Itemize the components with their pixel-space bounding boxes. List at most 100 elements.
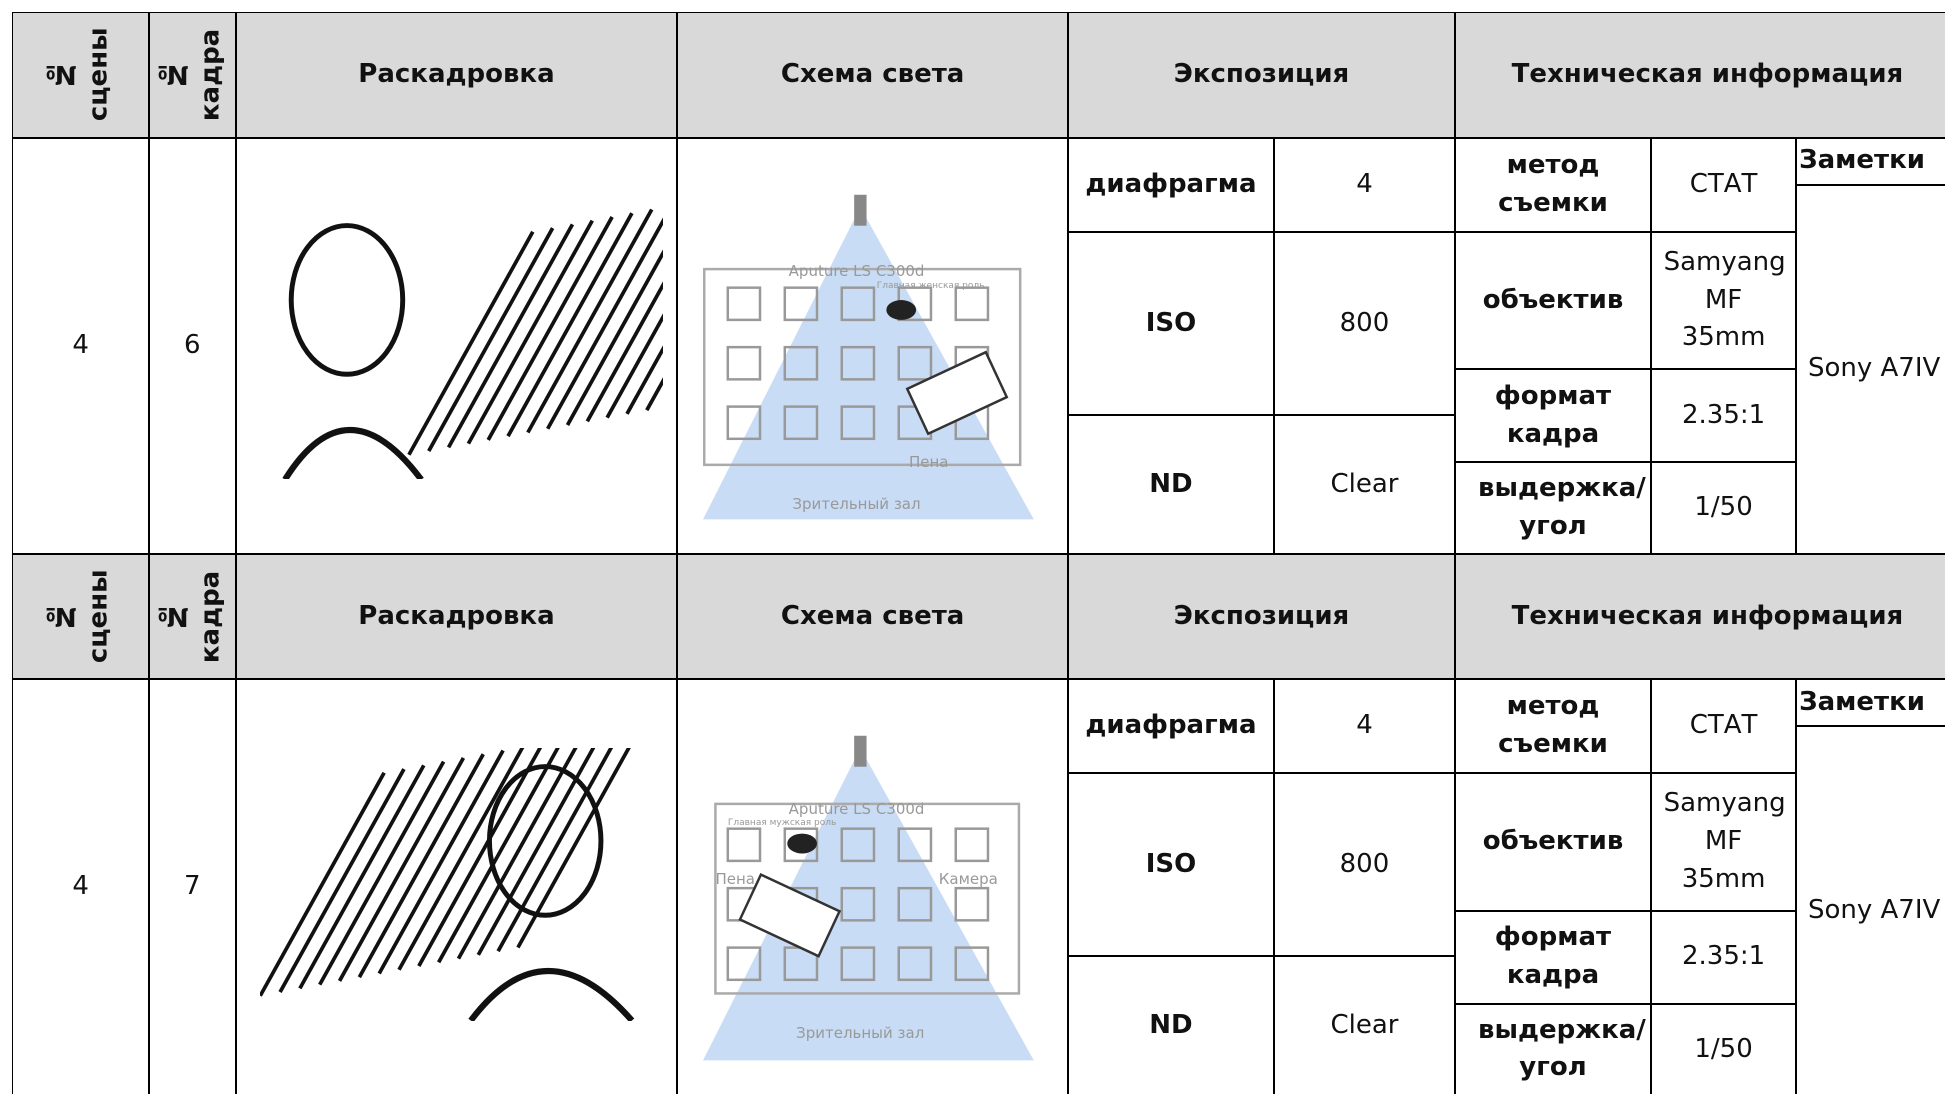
scene-header-text: № сцены <box>45 28 114 122</box>
exposure-value: 800 <box>1273 773 1456 957</box>
tech-value: СТАТ <box>1651 678 1797 774</box>
scene-header-text: № сцены <box>45 569 114 664</box>
tech-header: Техническая информация <box>1455 553 1945 679</box>
tech-label: выдержка/ угол <box>1455 1003 1651 1094</box>
exposure-value: Clear <box>1273 415 1456 554</box>
exposure-label: ND <box>1068 956 1274 1094</box>
light-cell: Aputure LS C300d Главная мужская роль Пена… <box>677 678 1068 1094</box>
exposure-value: 800 <box>1273 231 1456 416</box>
exposure-label-text: диафрагма <box>1085 710 1257 741</box>
notes-text: Sony A7IV <box>1807 894 1941 925</box>
light-header-text: Схема света <box>780 59 965 90</box>
tech-label-text: объектив <box>1482 284 1624 315</box>
tech-label-text: формат кадра <box>1494 922 1612 991</box>
light-label: Пена <box>715 870 755 889</box>
tech-value: 1/50 <box>1651 462 1797 554</box>
tech-label: формат кадра <box>1455 910 1651 1004</box>
tech-value-text: Samyang MF 35mm <box>1663 246 1786 353</box>
exposure-label-text: ND <box>1149 468 1193 499</box>
tech-label-text: выдержка/ угол <box>1478 473 1646 541</box>
tech-value: Samyang MF 35mm <box>1651 231 1797 370</box>
exposure-value-text: 4 <box>1356 710 1373 741</box>
exposure-value-text: 800 <box>1339 307 1390 338</box>
tech-value-text: 1/50 <box>1694 492 1753 523</box>
light-label: Aputure LS C300d <box>788 799 925 818</box>
frame-number: 7 <box>148 678 236 1094</box>
frame-header: № кадра <box>148 12 236 138</box>
storyboard-sketch <box>282 208 664 480</box>
tech-label-text: метод съемки <box>1498 149 1608 218</box>
exposure-value-text: Clear <box>1330 1010 1399 1040</box>
exposure-value: 4 <box>1273 678 1456 774</box>
frame-number-text: 7 <box>183 871 201 902</box>
frame-number: 6 <box>148 137 236 554</box>
light-cell: Aputure LS C300d Главная женская роль Пена… <box>677 137 1068 554</box>
scene-number-text: 4 <box>72 329 89 360</box>
exposure-label: диафрагма <box>1068 137 1274 232</box>
exposure-label: ISO <box>1068 773 1274 957</box>
exposure-header-text: Экспозиция <box>1173 600 1350 631</box>
storyboard-header-text: Раскадровка <box>358 600 555 631</box>
tech-label: метод съемки <box>1455 678 1651 774</box>
light-header-text: Схема света <box>780 600 965 631</box>
tech-value-text: 2.35:1 <box>1681 941 1766 972</box>
exposure-label-text: ISO <box>1145 307 1197 338</box>
exposure-label: ND <box>1068 415 1274 554</box>
tech-value: 2.35:1 <box>1651 910 1797 1004</box>
exposure-value: 4 <box>1273 137 1456 232</box>
tech-label: объектив <box>1455 773 1651 911</box>
storyboard-cell <box>235 137 678 554</box>
light-label: Главная мужская роль <box>727 818 837 829</box>
storyboard-header-text: Раскадровка <box>358 59 555 90</box>
exposure-label-text: диафрагма <box>1085 168 1257 199</box>
notes-header-text: Заметки <box>1799 686 1925 717</box>
notes-header: Заметки <box>1796 137 1945 185</box>
tech-value-text: Samyang MF 35mm <box>1663 788 1786 894</box>
light-label: Зрительный зал <box>792 495 921 514</box>
scene-number: 4 <box>12 678 149 1094</box>
exposure-label-text: ISO <box>1145 848 1197 879</box>
exposure-value: Clear <box>1273 956 1456 1094</box>
frame-header: № кадра <box>148 553 236 679</box>
light-label: Камера <box>938 870 998 889</box>
light-header: Схема света <box>677 12 1068 138</box>
light-label: Пена <box>908 452 949 471</box>
storyboard-header: Раскадровка <box>235 553 678 679</box>
storyboard-sketch <box>260 748 635 1021</box>
storyboard-cell <box>235 678 678 1094</box>
scene-number: 4 <box>12 137 149 554</box>
light-header: Схема света <box>677 553 1068 679</box>
tech-label-text: объектив <box>1482 826 1624 857</box>
tech-label-text: метод съемки <box>1498 691 1608 760</box>
exposure-label-text: ND <box>1149 1010 1193 1040</box>
tech-value-text: СТАТ <box>1689 168 1758 199</box>
exposure-header: Экспозиция <box>1068 12 1455 138</box>
tech-value-text: СТАТ <box>1689 710 1758 741</box>
exposure-value-text: 800 <box>1339 848 1390 879</box>
exposure-label: ISO <box>1068 231 1274 416</box>
tech-value: Samyang MF 35mm <box>1651 773 1797 911</box>
exposure-value-text: Clear <box>1330 468 1399 499</box>
exposure-header: Экспозиция <box>1068 553 1455 679</box>
light-scheme <box>703 735 1035 1061</box>
frame-header-text: № кадра <box>157 28 226 122</box>
storyboard-header: Раскадровка <box>235 12 678 138</box>
tech-label-text: выдержка/ угол <box>1478 1014 1646 1083</box>
tech-header-text: Техническая информация <box>1511 59 1904 90</box>
tech-value: СТАТ <box>1651 137 1797 232</box>
tech-header: Техническая информация <box>1455 12 1945 138</box>
tech-label: метод съемки <box>1455 137 1651 232</box>
tech-header-text: Техническая информация <box>1511 600 1904 631</box>
exposure-header-text: Экспозиция <box>1173 59 1350 90</box>
exposure-label: диафрагма <box>1068 678 1274 774</box>
notes-header-text: Заметки <box>1799 145 1925 176</box>
light-scheme <box>703 194 1035 519</box>
tech-label: выдержка/ угол <box>1455 462 1651 554</box>
tech-label: формат кадра <box>1455 369 1651 463</box>
notes-header: Заметки <box>1796 678 1945 727</box>
tech-label: объектив <box>1455 231 1651 370</box>
scene-number-text: 4 <box>72 871 89 902</box>
scene-header: № сцены <box>12 12 149 138</box>
tech-value-text: 1/50 <box>1694 1033 1753 1064</box>
